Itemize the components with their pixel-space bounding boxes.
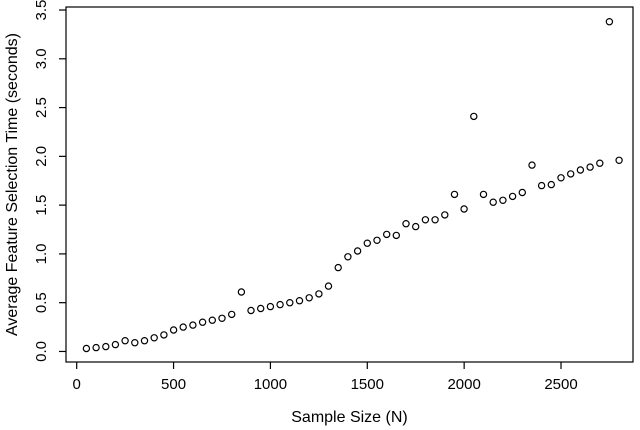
data-point — [528, 161, 536, 169]
data-point — [586, 163, 594, 171]
data-points-layer — [82, 18, 623, 353]
data-point — [237, 288, 246, 296]
data-point — [344, 253, 352, 261]
x-tick-label: 500 — [161, 376, 186, 393]
plot-box — [65, 6, 634, 363]
data-point — [373, 236, 381, 244]
data-point — [227, 310, 236, 319]
data-point — [576, 166, 585, 174]
data-point — [537, 181, 546, 190]
data-point — [421, 216, 430, 224]
data-point — [605, 18, 614, 26]
data-point — [412, 222, 420, 231]
x-tick-label: 2500 — [544, 376, 577, 393]
data-point — [441, 211, 449, 219]
data-point — [489, 198, 497, 206]
data-point — [353, 247, 362, 255]
data-point — [547, 180, 556, 189]
x-axis: 0 500 1000 1500 2000 2500 — [73, 362, 578, 393]
x-tick-label: 1500 — [351, 376, 384, 393]
data-point — [518, 188, 527, 197]
y-tick-label: 2.0 — [33, 146, 50, 167]
y-tick-label: 2.5 — [33, 97, 50, 118]
y-tick-label: 3.0 — [33, 48, 50, 69]
data-point — [334, 263, 342, 272]
y-tick-label: 0.0 — [33, 341, 50, 362]
data-point — [596, 159, 604, 167]
data-point — [140, 337, 149, 345]
data-point — [615, 156, 623, 164]
data-point — [324, 282, 333, 290]
data-point — [431, 216, 439, 224]
data-point — [266, 302, 275, 311]
data-point — [150, 334, 158, 342]
data-point — [169, 326, 178, 334]
data-point — [160, 331, 168, 339]
data-point — [295, 297, 304, 305]
y-tick-label: 1.5 — [33, 195, 50, 216]
data-point — [305, 294, 313, 302]
data-point — [121, 337, 129, 345]
x-axis-label: Sample Size (N) — [291, 409, 407, 426]
data-point — [198, 318, 207, 326]
data-point — [567, 170, 575, 178]
y-tick-label: 1.0 — [33, 243, 50, 264]
data-point — [383, 230, 391, 239]
data-point — [257, 304, 265, 313]
data-point — [218, 314, 226, 322]
data-point — [402, 219, 410, 228]
data-point — [189, 321, 197, 329]
data-point — [450, 190, 459, 199]
data-point — [508, 192, 517, 201]
data-point — [92, 343, 100, 352]
data-point — [111, 340, 120, 349]
y-axis-label: Average Feature Selection Time (seconds) — [4, 33, 21, 336]
x-tick-label: 2000 — [447, 376, 480, 393]
data-point — [247, 306, 255, 315]
y-tick-label: 0.5 — [33, 292, 50, 313]
data-point — [315, 290, 323, 298]
data-point — [363, 239, 371, 247]
y-tick-label: 3.5 — [33, 0, 50, 20]
y-axis: 0.0 0.5 1.0 1.5 2.0 2.5 3.0 3.5 — [33, 0, 66, 362]
data-point — [470, 112, 478, 121]
x-tick-label: 1000 — [254, 376, 287, 393]
data-point — [460, 205, 468, 213]
data-point — [102, 342, 110, 351]
x-tick-label: 0 — [73, 376, 81, 393]
data-point — [286, 299, 294, 307]
data-point — [499, 196, 507, 204]
data-point — [131, 339, 139, 347]
data-point — [392, 231, 400, 240]
data-point — [82, 344, 91, 353]
data-point — [276, 300, 284, 309]
data-point — [208, 316, 216, 324]
data-point — [557, 174, 565, 182]
data-point — [179, 323, 187, 331]
data-point — [479, 190, 488, 199]
